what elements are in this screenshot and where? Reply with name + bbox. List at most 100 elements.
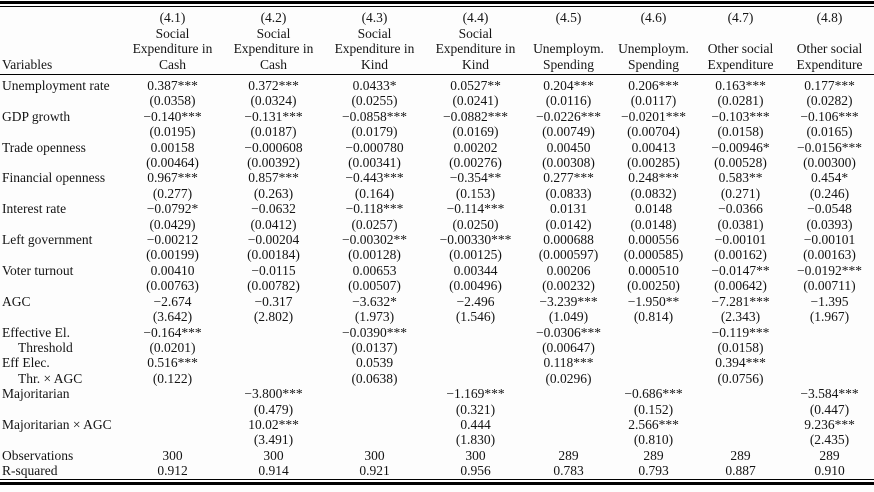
se-cell: (0.00276) (449, 155, 502, 171)
coef-cell: 0.372*** (248, 78, 299, 93)
coef-cell: −0.0156*** (797, 139, 862, 155)
coef-cell: 0.857*** (248, 170, 299, 186)
bottom-rule (0, 478, 874, 485)
row-label: Unemployment rate (2, 78, 110, 93)
stats-cell: 289 (730, 447, 751, 463)
row-label-cont (0, 155, 122, 170)
coef-cell: −0.00101 (803, 232, 856, 248)
coef-cell: −0.000608 (244, 139, 303, 155)
se-cell: (0.810) (633, 432, 674, 448)
coef-cell (696, 417, 785, 432)
se-cell: (0.0241) (452, 93, 499, 109)
coef-cell: −0.443*** (345, 170, 404, 186)
coef-cell: −0.354** (449, 170, 502, 186)
stats-row: Observations 300 300 300 300 289 289 289 289 (0, 448, 874, 463)
coef-cell: −0.140*** (143, 108, 202, 124)
coef-cell: 0.177*** (804, 78, 855, 93)
row-label-cont (0, 309, 122, 324)
se-cell: (0.0358) (149, 93, 196, 109)
coef-cell (526, 386, 611, 401)
se-cell: (2.343) (720, 309, 761, 325)
se-cell: (0.479) (253, 401, 294, 417)
coef-cell: −0.686*** (624, 386, 683, 402)
coef-cell: −0.0632 (251, 201, 296, 217)
stats-cell: 0.956 (460, 463, 491, 479)
column-header: (4.3) Social Expenditure in Kind (324, 7, 425, 75)
row-label: Interest rate (2, 201, 67, 217)
se-cell: (0.00199) (146, 247, 199, 263)
se-cell: (1.967) (809, 309, 850, 325)
coef-cell: 0.00410 (150, 262, 195, 278)
table-row: Majoritarian × AGC 10.02*** 0.444 2.566*** 9… (0, 417, 874, 432)
row-label: Majoritarian (2, 386, 70, 402)
coef-cell: 0.454* (810, 170, 849, 186)
coef-cell (223, 325, 324, 340)
coef-cell: −0.0306*** (536, 324, 601, 340)
coef-cell: 0.387*** (147, 78, 198, 93)
coef-cell: −3.584*** (800, 386, 859, 402)
coef-cell: 2.566*** (628, 416, 679, 432)
se-cell: (0.0832) (630, 185, 677, 201)
row-label-cont (0, 247, 122, 262)
se-cell: (0.0393) (806, 216, 853, 232)
se-cell: (0.00162) (714, 247, 767, 263)
se-cell: (0.0158) (717, 124, 764, 140)
coef-cell: 0.00413 (631, 139, 676, 155)
se-cell: (0.122) (152, 370, 193, 386)
coef-cell (611, 325, 696, 340)
row-label: AGC (2, 293, 31, 309)
se-cell: (3.491) (253, 432, 294, 448)
variables-header: Variables (0, 7, 122, 75)
se-cell: (0.00647) (542, 339, 595, 355)
coef-cell: −2.496 (456, 293, 495, 309)
se-cell: (0.0137) (351, 339, 398, 355)
se-cell: (0.0429) (149, 216, 196, 232)
stats-cell: 289 (558, 447, 579, 463)
coef-cell: −0.00212 (146, 232, 199, 248)
table-row: (3.642) (2.802) (1.973) (1.546) (1.049) (0.81… (0, 309, 874, 324)
se-cell: (0.00250) (627, 278, 680, 294)
table-row: Thr. × AGC (0.122) (0.0638) (0.0296) (0.0756… (0, 371, 874, 386)
se-cell: (0.00763) (146, 278, 199, 294)
coef-cell: 0.0433* (352, 78, 397, 93)
se-cell: (0.0165) (806, 124, 853, 140)
se-cell (324, 432, 425, 447)
coef-cell (122, 417, 223, 432)
se-cell: (0.0158) (717, 339, 764, 355)
coef-cell: −0.000780 (345, 139, 404, 155)
column-header: (4.6) Unemploym. Spending (611, 7, 696, 75)
se-cell: (0.263) (253, 185, 294, 201)
column-id: (4.4) (462, 10, 489, 25)
table-row: (3.491) (1.830) (0.810) (2.435) (0, 432, 874, 447)
column-title: Social Expenditure in Cash (132, 25, 213, 72)
coef-cell: −0.118*** (345, 201, 404, 217)
se-cell: (1.546) (455, 309, 496, 325)
coef-cell: 0.00206 (546, 262, 591, 278)
se-cell: (0.0255) (351, 93, 398, 109)
coef-cell: −0.00302** (342, 232, 407, 248)
se-cell (425, 371, 526, 386)
coef-cell: 0.516*** (147, 355, 198, 371)
coef-cell: −0.0226*** (536, 108, 601, 124)
se-cell: (0.00300) (803, 155, 856, 171)
table-row: (0.277) (0.263) (0.164) (0.153) (0.0833) (0.0… (0, 186, 874, 201)
row-label-cont: Threshold (18, 339, 73, 355)
stats-label: Observations (2, 447, 74, 463)
coef-cell: −0.106*** (800, 108, 859, 124)
coef-cell (785, 325, 874, 340)
coef-cell (122, 386, 223, 401)
row-label: GDP growth (2, 108, 71, 124)
column-id: (4.7) (727, 10, 754, 25)
table-row: Trade openness 0.00158 −0.000608 −0.000780 0… (0, 140, 874, 155)
se-cell: (0.00496) (449, 278, 502, 294)
se-cell: (0.00464) (146, 155, 199, 171)
table-row: (0.00763) (0.00782) (0.00507) (0.00496) (0.0… (0, 278, 874, 293)
coef-cell: −0.114*** (446, 201, 505, 217)
se-cell: (0.00528) (714, 155, 767, 171)
se-cell (696, 432, 785, 447)
coef-cell (526, 417, 611, 432)
se-cell: (0.0179) (351, 124, 398, 140)
coef-cell (324, 386, 425, 401)
column-header: (4.1) Social Expenditure in Cash (122, 7, 223, 75)
coef-cell: 0.277*** (543, 170, 594, 186)
